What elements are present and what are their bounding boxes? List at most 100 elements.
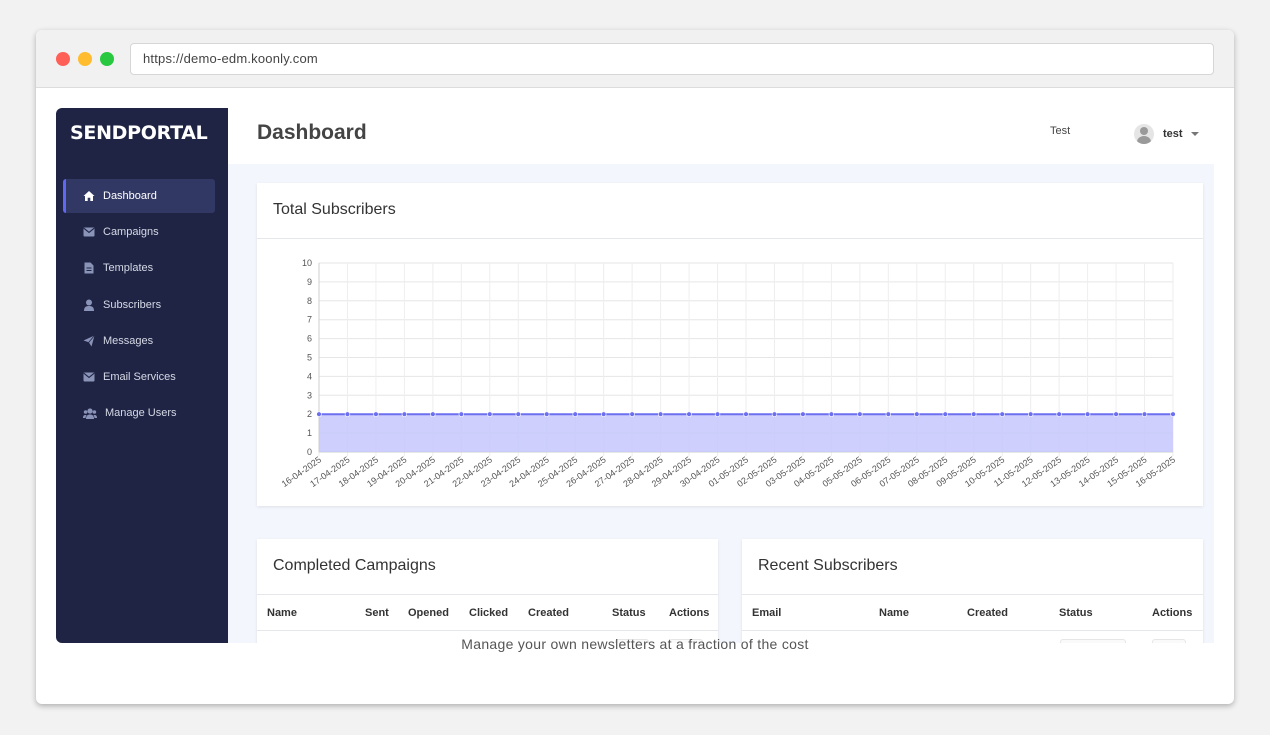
data-point (800, 411, 806, 417)
actions-button[interactable] (1152, 639, 1186, 643)
data-point (515, 411, 521, 417)
chevron-down-icon (1190, 132, 1199, 136)
data-point (1027, 411, 1034, 417)
main-panel: Dashboard Test test Total Subscribers 0 1… (228, 108, 1214, 643)
data-point (373, 411, 379, 417)
sidebar-item-manage-users[interactable]: Manage Users (63, 396, 215, 430)
data-point (344, 411, 351, 417)
actions-button[interactable] (669, 639, 703, 643)
topbar: Dashboard Test test (228, 108, 1214, 164)
card-title: Completed Campaigns (257, 539, 718, 595)
y-tick-label: 8 (307, 296, 312, 306)
data-point (430, 411, 436, 417)
y-tick-label: 1 (307, 428, 312, 438)
column-header-sent[interactable]: Sent (365, 607, 389, 619)
data-point (771, 411, 778, 417)
minimize-window-button[interactable] (78, 52, 92, 66)
data-point (1084, 411, 1091, 417)
sidebar-nav: Dashboard Campaigns Templates Subscriber… (63, 179, 215, 432)
status-badge (1060, 639, 1126, 643)
dashboard-content: Total Subscribers 0 1 2 3 4 5 6 7 8 9 10 16-04-2025… (228, 164, 1214, 643)
y-tick-label: 2 (307, 409, 312, 419)
sidebar-item-messages[interactable]: Messages (63, 324, 215, 358)
y-tick-label: 0 (307, 447, 312, 457)
data-point (458, 411, 465, 417)
data-point (657, 411, 664, 417)
data-point (828, 411, 835, 417)
column-header-created[interactable]: Created (967, 607, 1008, 619)
sidebar-item-campaigns[interactable]: Campaigns (63, 215, 215, 249)
sidebar-item-dashboard[interactable]: Dashboard (63, 179, 215, 213)
column-header-actions: Actions (669, 607, 710, 619)
data-point (857, 411, 863, 417)
data-point (600, 411, 607, 417)
y-tick-label: 10 (302, 258, 312, 268)
page-title: Dashboard (257, 121, 367, 144)
browser-chrome: https://demo-edm.koonly.com (36, 30, 1234, 88)
data-point (487, 411, 493, 417)
sidebar-item-label: Messages (103, 334, 154, 347)
avatar (1134, 124, 1154, 144)
users-icon (83, 407, 97, 419)
browser-window: https://demo-edm.koonly.com SENDPORTAL D… (36, 30, 1234, 704)
sidebar-item-label: Manage Users (105, 407, 177, 420)
column-header-status[interactable]: Status (612, 607, 646, 619)
data-point (401, 411, 408, 417)
column-header-actions: Actions (1152, 607, 1193, 619)
data-point (971, 411, 977, 417)
workspace-switcher[interactable]: Test (1050, 125, 1071, 137)
series-area (319, 414, 1173, 452)
sidebar: SENDPORTAL Dashboard Campaigns Templates (56, 108, 228, 643)
tagline: Manage your own newsletters at a fractio… (461, 636, 809, 652)
data-point (885, 411, 892, 417)
sidebar-item-subscribers[interactable]: Subscribers (63, 288, 215, 322)
address-bar[interactable]: https://demo-edm.koonly.com (130, 43, 1214, 75)
data-point (1113, 411, 1119, 417)
y-tick-label: 7 (307, 315, 312, 325)
column-header-status[interactable]: Status (1059, 607, 1093, 619)
user-name: test (1163, 128, 1183, 140)
y-tick-label: 4 (307, 371, 312, 381)
envelope-icon (83, 371, 95, 383)
sidebar-item-templates[interactable]: Templates (63, 251, 215, 285)
data-point (743, 411, 749, 417)
data-point (714, 411, 721, 417)
maximize-window-button[interactable] (100, 52, 114, 66)
data-point (316, 411, 322, 417)
total-subscribers-card: Total Subscribers 0 1 2 3 4 5 6 7 8 9 10 16-04-2025… (257, 183, 1203, 506)
sidebar-item-label: Dashboard (103, 190, 157, 202)
recent-subscribers-card: Recent Subscribers Email Name Created St… (742, 539, 1203, 643)
column-header-clicked[interactable]: Clicked (469, 607, 509, 619)
close-window-button[interactable] (56, 52, 70, 66)
data-point (572, 411, 578, 417)
y-tick-label: 6 (307, 334, 312, 344)
sidebar-item-label: Subscribers (103, 298, 162, 311)
data-point (999, 411, 1005, 417)
table-header: Name Sent Opened Clicked Created Status … (257, 595, 718, 631)
data-point (1141, 411, 1148, 417)
data-point (544, 411, 550, 417)
user-menu[interactable]: test (1134, 124, 1199, 144)
completed-campaigns-card: Completed Campaigns Name Sent Opened Cli… (257, 539, 718, 643)
status-badge (615, 639, 649, 643)
column-header-email[interactable]: Email (752, 607, 782, 619)
total-subscribers-chart: 01234567891016-04-202517-04-202518-04-20… (280, 258, 1177, 489)
table-header: Email Name Created Status Actions (742, 595, 1203, 631)
sidebar-item-label: Templates (103, 262, 154, 275)
data-point (1170, 411, 1176, 417)
paper-plane-icon (83, 334, 95, 347)
home-icon (83, 190, 95, 202)
column-header-name[interactable]: Name (267, 607, 297, 619)
data-point (1056, 411, 1062, 417)
file-icon (83, 262, 95, 274)
user-icon (83, 299, 95, 311)
sidebar-item-email-services[interactable]: Email Services (63, 360, 215, 394)
y-tick-label: 9 (307, 277, 312, 287)
column-header-name[interactable]: Name (879, 607, 909, 619)
column-header-opened[interactable]: Opened (408, 607, 449, 619)
logo: SENDPORTAL (70, 122, 208, 144)
column-header-created[interactable]: Created (528, 607, 569, 619)
data-point (686, 411, 692, 417)
data-point (629, 411, 635, 417)
y-tick-label: 3 (307, 390, 312, 400)
